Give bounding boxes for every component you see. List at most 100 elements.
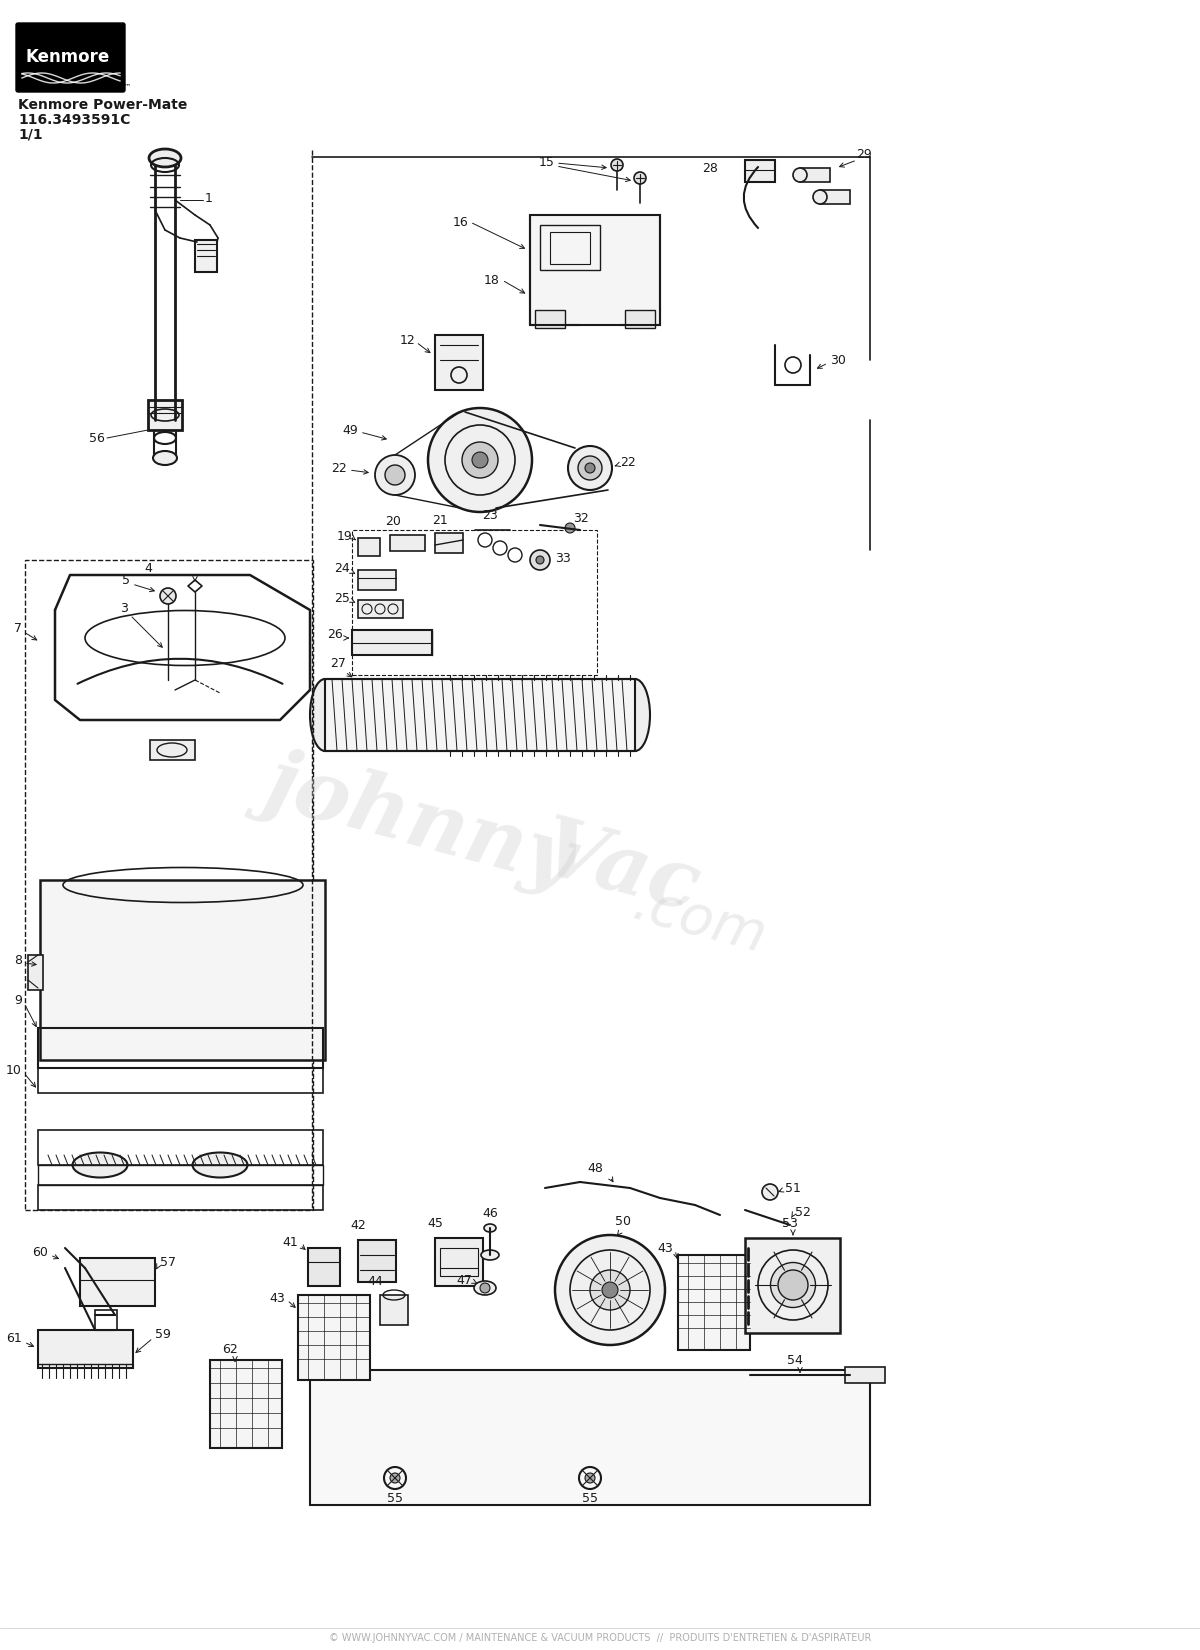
Circle shape xyxy=(472,452,488,469)
Bar xyxy=(38,1028,323,1068)
Ellipse shape xyxy=(310,680,340,751)
Circle shape xyxy=(160,587,176,604)
Bar xyxy=(352,530,598,675)
Text: 60: 60 xyxy=(32,1246,48,1259)
Circle shape xyxy=(565,523,575,533)
Bar xyxy=(678,1256,750,1350)
Text: 20: 20 xyxy=(385,515,401,528)
Text: © WWW.JOHNNYVAC.COM / MAINTENANCE & VACUUM PRODUCTS  //  PRODUITS D'ENTRETIEN & : © WWW.JOHNNYVAC.COM / MAINTENANCE & VACU… xyxy=(329,1634,871,1643)
FancyBboxPatch shape xyxy=(16,23,125,92)
Text: 44: 44 xyxy=(367,1275,383,1289)
Bar xyxy=(38,1068,323,1092)
Circle shape xyxy=(428,408,532,512)
Circle shape xyxy=(578,455,602,480)
Circle shape xyxy=(602,1282,618,1299)
Circle shape xyxy=(778,1270,808,1300)
Bar xyxy=(358,569,396,591)
Ellipse shape xyxy=(793,168,808,182)
Bar xyxy=(308,1247,340,1285)
Text: 3: 3 xyxy=(120,602,128,614)
Ellipse shape xyxy=(484,1224,496,1233)
Text: 43: 43 xyxy=(658,1241,673,1254)
Circle shape xyxy=(530,549,550,569)
Bar xyxy=(358,601,403,619)
Bar xyxy=(38,1185,323,1209)
Circle shape xyxy=(634,172,646,185)
Bar xyxy=(95,1310,118,1330)
Text: 54: 54 xyxy=(787,1355,803,1366)
Bar xyxy=(40,879,325,1059)
Text: 22: 22 xyxy=(620,455,636,469)
Bar xyxy=(352,630,432,655)
Text: 62: 62 xyxy=(222,1343,238,1356)
Ellipse shape xyxy=(154,450,178,465)
Text: 25: 25 xyxy=(334,591,350,604)
Text: 56: 56 xyxy=(89,432,106,444)
Circle shape xyxy=(611,158,623,172)
Bar xyxy=(25,559,313,1209)
Circle shape xyxy=(390,1473,400,1483)
Text: 30: 30 xyxy=(830,353,846,366)
Bar xyxy=(358,538,380,556)
Text: 47: 47 xyxy=(456,1274,472,1287)
Text: 61: 61 xyxy=(6,1332,22,1345)
Circle shape xyxy=(480,1284,490,1294)
Text: 55: 55 xyxy=(582,1492,598,1505)
Text: 42: 42 xyxy=(350,1219,366,1233)
Text: 22: 22 xyxy=(331,462,347,475)
Bar xyxy=(745,160,775,182)
Circle shape xyxy=(536,556,544,564)
Text: 5: 5 xyxy=(122,574,130,587)
Ellipse shape xyxy=(620,680,650,751)
Text: 21: 21 xyxy=(432,515,448,526)
Bar xyxy=(38,1330,133,1368)
Text: 55: 55 xyxy=(386,1492,403,1505)
Text: 48: 48 xyxy=(587,1162,602,1175)
Text: 18: 18 xyxy=(484,274,500,287)
Text: 1: 1 xyxy=(205,191,212,205)
Text: 1/1: 1/1 xyxy=(18,129,43,142)
Text: 43: 43 xyxy=(269,1292,286,1305)
Bar xyxy=(38,1130,323,1165)
Text: 24: 24 xyxy=(335,561,350,574)
Ellipse shape xyxy=(149,148,181,167)
Bar xyxy=(440,1247,478,1275)
Text: 33: 33 xyxy=(554,551,571,564)
Bar xyxy=(745,1238,840,1333)
Text: 59: 59 xyxy=(155,1328,170,1341)
Text: 8: 8 xyxy=(14,954,22,967)
Bar xyxy=(436,1238,482,1285)
Text: 57: 57 xyxy=(160,1257,176,1269)
Text: Kenmore: Kenmore xyxy=(26,48,110,66)
Bar xyxy=(436,335,482,389)
Text: 9: 9 xyxy=(14,993,22,1006)
Circle shape xyxy=(554,1234,665,1345)
Text: 4: 4 xyxy=(144,563,152,574)
Bar xyxy=(325,680,635,751)
Text: 10: 10 xyxy=(6,1064,22,1076)
Bar xyxy=(148,399,182,431)
Circle shape xyxy=(374,455,415,495)
Bar xyxy=(540,224,600,271)
Text: 28: 28 xyxy=(702,162,718,175)
Text: 50: 50 xyxy=(616,1214,631,1228)
Text: 45: 45 xyxy=(427,1218,443,1229)
Bar xyxy=(390,535,425,551)
Circle shape xyxy=(586,464,595,474)
Ellipse shape xyxy=(474,1280,496,1295)
Text: 29: 29 xyxy=(856,148,871,162)
Ellipse shape xyxy=(72,1152,127,1178)
Bar xyxy=(625,310,655,328)
Bar xyxy=(298,1295,370,1379)
Text: 116.3493591C: 116.3493591C xyxy=(18,112,131,127)
Text: 7: 7 xyxy=(14,622,22,635)
Bar xyxy=(28,955,43,990)
Text: ™: ™ xyxy=(124,82,131,89)
Circle shape xyxy=(762,1185,778,1200)
Text: 46: 46 xyxy=(482,1208,498,1219)
Bar xyxy=(530,214,660,325)
Circle shape xyxy=(586,1473,595,1483)
Text: 32: 32 xyxy=(574,512,589,525)
Ellipse shape xyxy=(192,1152,247,1178)
Bar xyxy=(800,168,830,182)
